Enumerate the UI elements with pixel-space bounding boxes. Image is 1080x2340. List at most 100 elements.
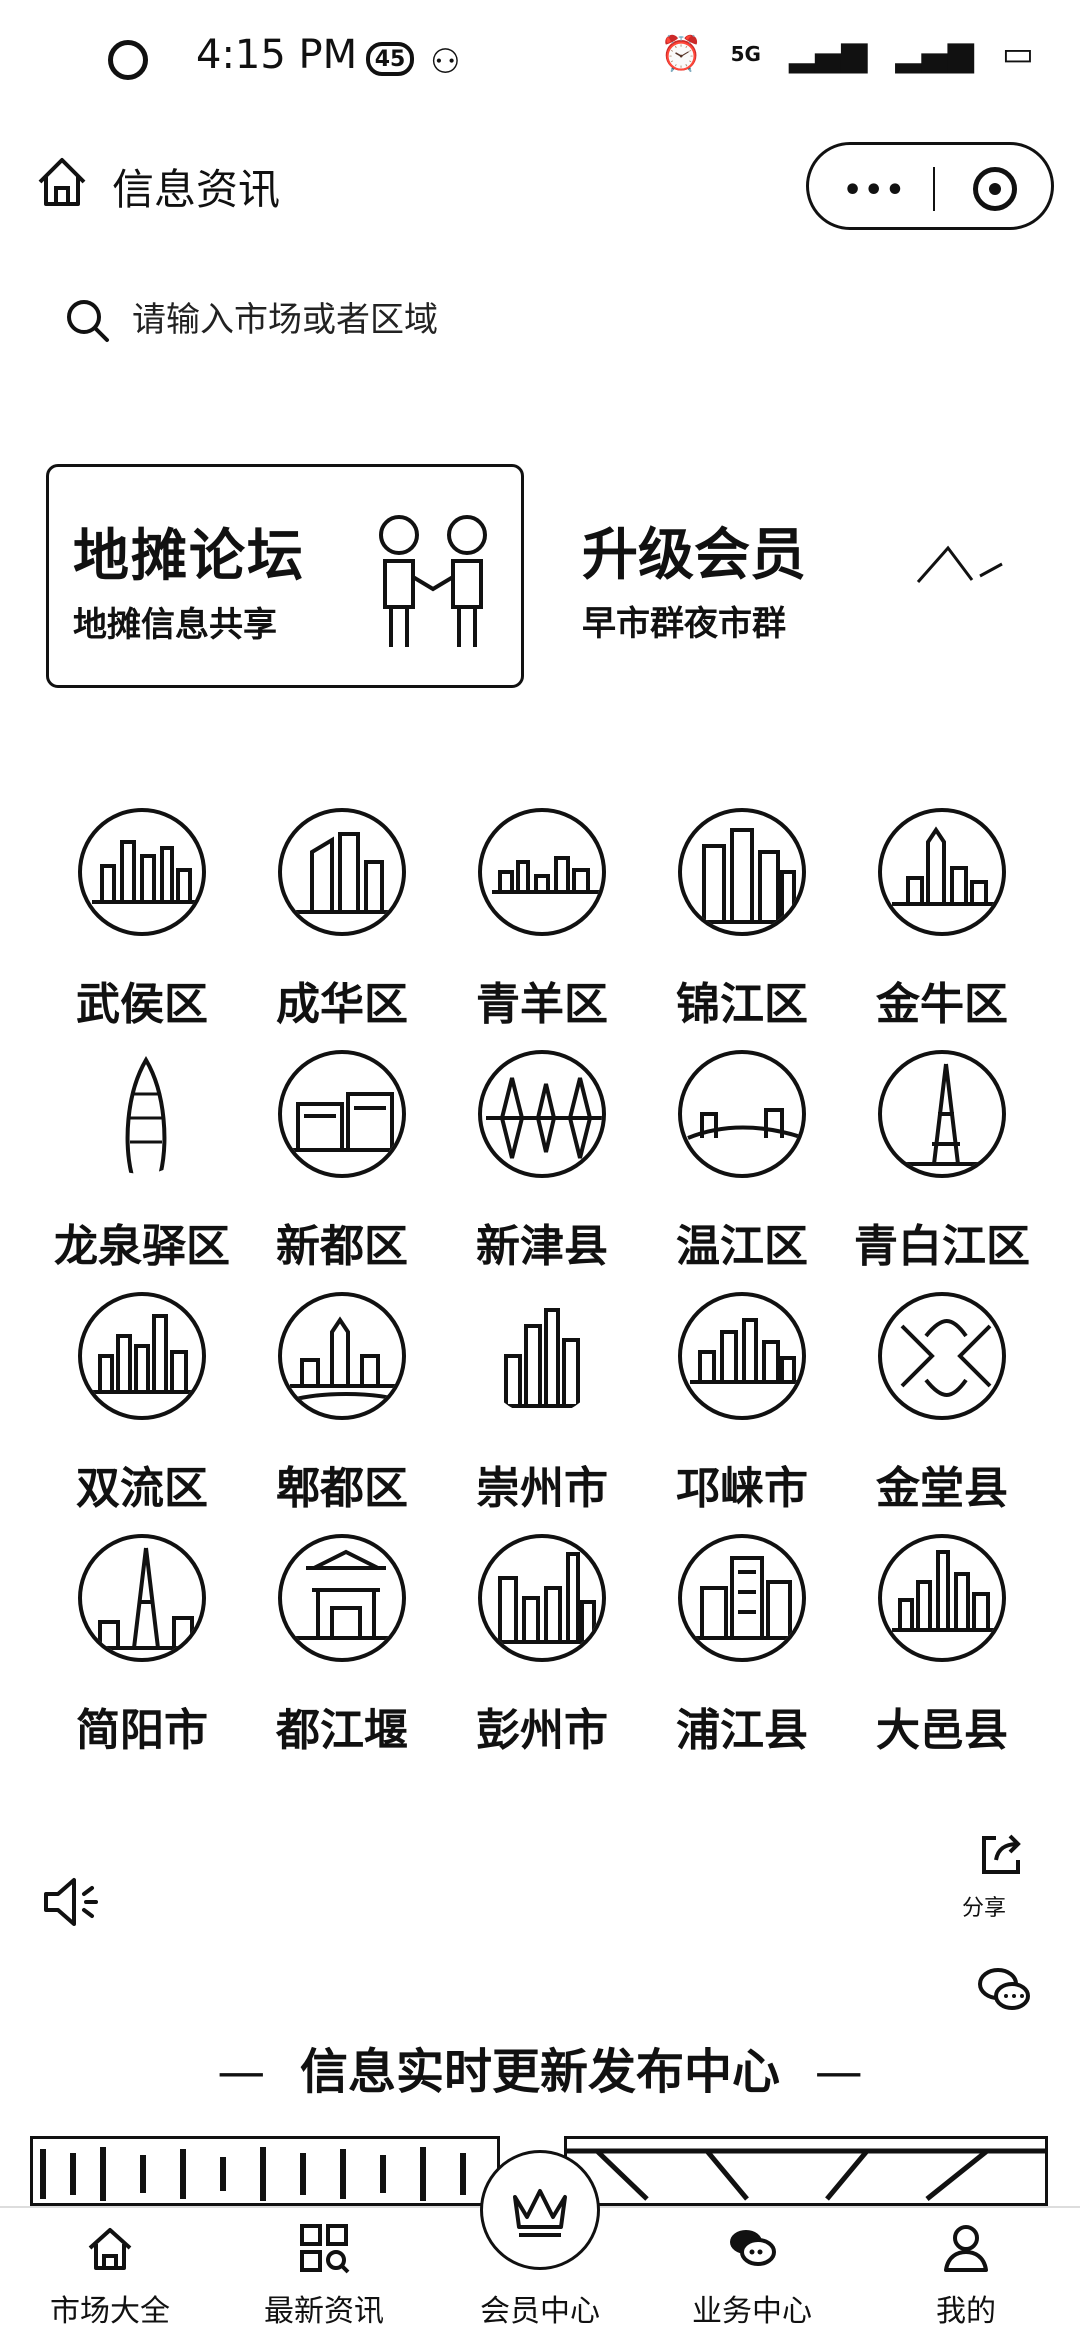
mini-program-capsule: ••• xyxy=(806,142,1054,230)
district-thumbnail xyxy=(278,1534,406,1662)
district-thumbnail xyxy=(478,1292,606,1420)
vip-subtitle: 早市群夜市群 xyxy=(582,604,786,644)
district-name: 彭州市 xyxy=(476,1705,608,1756)
district-name: 青羊区 xyxy=(476,979,608,1030)
status-bar: 4:15 PM 45 ⚇ ⏰ 5G ▂▄▆ ▂▄▆ ▭ xyxy=(0,0,1080,120)
district-item[interactable]: 简阳市 xyxy=(42,1532,242,1772)
district-item[interactable]: 锦江区 xyxy=(642,806,842,1046)
district-thumbnail xyxy=(478,808,606,936)
district-item[interactable]: 新津县 xyxy=(442,1048,642,1288)
district-item[interactable]: 成华区 xyxy=(242,806,442,1046)
district-grid: 武侯区 成华区 青羊区 锦江区 金牛区 xyxy=(42,806,1038,1766)
vip-center-button[interactable] xyxy=(480,2150,600,2270)
district-thumbnail xyxy=(278,1050,406,1178)
search-input[interactable] xyxy=(132,300,932,340)
section-heading-text: 信息实时更新发布中心 xyxy=(299,2044,780,2100)
district-item[interactable]: 武侯区 xyxy=(42,806,242,1046)
search-bar[interactable] xyxy=(40,282,1040,358)
district-item[interactable]: 青羊区 xyxy=(442,806,642,1046)
district-name: 温江区 xyxy=(676,1221,808,1272)
district-thumbnail xyxy=(478,1534,606,1662)
forum-subtitle: 地摊信息共享 xyxy=(73,605,277,645)
district-item[interactable]: 崇州市 xyxy=(442,1290,642,1530)
search-icon xyxy=(67,300,109,342)
district-name: 新都区 xyxy=(276,1221,408,1272)
district-name: 崇州市 xyxy=(476,1463,608,1514)
alarm-icon: ⏰ xyxy=(660,34,703,74)
district-thumbnail xyxy=(78,1050,206,1178)
share-icon[interactable] xyxy=(976,1830,1026,1880)
district-name: 锦江区 xyxy=(676,979,808,1030)
camera-dot-icon xyxy=(108,40,148,80)
district-item[interactable]: 金牛区 xyxy=(842,806,1042,1046)
district-name: 武侯区 xyxy=(76,979,208,1030)
grid-search-icon xyxy=(300,2224,350,2274)
share-label[interactable]: 分享 xyxy=(962,1896,1007,1921)
home-icon xyxy=(88,2228,132,2270)
district-item[interactable]: 邛崃市 xyxy=(642,1290,842,1530)
district-thumbnail xyxy=(878,1050,1006,1178)
vip-title: 升级会员 xyxy=(582,523,806,588)
district-item[interactable]: 金堂县 xyxy=(842,1290,1042,1530)
nav-label: 会员中心 xyxy=(480,2294,600,2329)
forum-banner[interactable]: 地摊论坛 地摊信息共享 xyxy=(46,464,524,688)
nav-item-business[interactable]: 业务中心 xyxy=(652,2208,852,2340)
user-icon xyxy=(944,2225,988,2272)
customer-service-icon[interactable] xyxy=(976,1964,1032,2014)
nav-item-news[interactable]: 最新资讯 xyxy=(224,2208,424,2340)
heading-dash-left: — xyxy=(217,2044,266,2100)
nav-label: 市场大全 xyxy=(50,2294,170,2329)
district-name: 简阳市 xyxy=(76,1705,208,1756)
person-icon: ⚇ xyxy=(430,42,461,82)
district-item[interactable]: 郫都区 xyxy=(242,1290,442,1530)
notification-badge: 45 xyxy=(366,42,414,76)
news-image-left[interactable] xyxy=(30,2136,500,2206)
district-name: 双流区 xyxy=(76,1463,208,1514)
capsule-divider xyxy=(933,167,935,211)
district-item[interactable]: 温江区 xyxy=(642,1048,842,1288)
battery-icon: ▭ xyxy=(1001,34,1034,74)
district-name: 金堂县 xyxy=(876,1463,1008,1514)
district-thumbnail xyxy=(878,1534,1006,1662)
district-thumbnail xyxy=(78,1534,206,1662)
chat-bubbles-icon xyxy=(730,2230,776,2266)
status-time: 4:15 PM xyxy=(196,32,358,78)
section-heading: — 信息实时更新发布中心 — xyxy=(0,2032,1080,2102)
district-item[interactable]: 新都区 xyxy=(242,1048,442,1288)
crown-icon xyxy=(513,2189,567,2237)
district-thumbnail xyxy=(678,808,806,936)
district-name: 成华区 xyxy=(276,979,408,1030)
district-item[interactable]: 大邑县 xyxy=(842,1532,1042,1772)
district-thumbnail xyxy=(278,808,406,936)
speaker-icon[interactable] xyxy=(40,1872,100,1932)
chevron-up-icon xyxy=(916,545,1003,583)
district-thumbnail xyxy=(678,1292,806,1420)
status-right: ⏰ 5G ▂▄▆ ▂▄▆ ▭ xyxy=(660,34,1034,74)
close-target-icon[interactable] xyxy=(973,167,1017,211)
page-title: 信息资讯 xyxy=(112,165,281,214)
news-image-right[interactable] xyxy=(564,2136,1048,2206)
district-name: 浦江县 xyxy=(676,1705,808,1756)
district-item[interactable]: 彭州市 xyxy=(442,1532,642,1772)
more-button[interactable]: ••• xyxy=(843,173,907,208)
district-name: 龙泉驿区 xyxy=(54,1221,230,1272)
bottom-nav: 市场大全 最新资讯 会员中心 业务中心 xyxy=(0,2206,1080,2340)
district-name: 大邑县 xyxy=(876,1705,1008,1756)
vip-banner[interactable]: 升级会员 早市群夜市群 xyxy=(560,464,1040,688)
district-item[interactable]: 龙泉驿区 xyxy=(42,1048,242,1288)
district-thumbnail xyxy=(878,808,1006,936)
district-name: 青白江区 xyxy=(854,1221,1030,1272)
district-item[interactable]: 浦江县 xyxy=(642,1532,842,1772)
nav-item-market[interactable]: 市场大全 xyxy=(10,2208,210,2340)
nav-item-mine[interactable]: 我的 xyxy=(866,2208,1066,2340)
district-item[interactable]: 青白江区 xyxy=(842,1048,1042,1288)
nav-item-vip[interactable]: 会员中心 xyxy=(440,2208,640,2340)
district-item[interactable]: 都江堰 xyxy=(242,1532,442,1772)
forum-title: 地摊论坛 xyxy=(73,524,305,589)
home-icon[interactable] xyxy=(34,154,90,210)
district-item[interactable]: 双流区 xyxy=(42,1290,242,1530)
district-thumbnail xyxy=(278,1292,406,1420)
district-thumbnail xyxy=(78,808,206,936)
handshake-people-icon xyxy=(379,515,487,647)
